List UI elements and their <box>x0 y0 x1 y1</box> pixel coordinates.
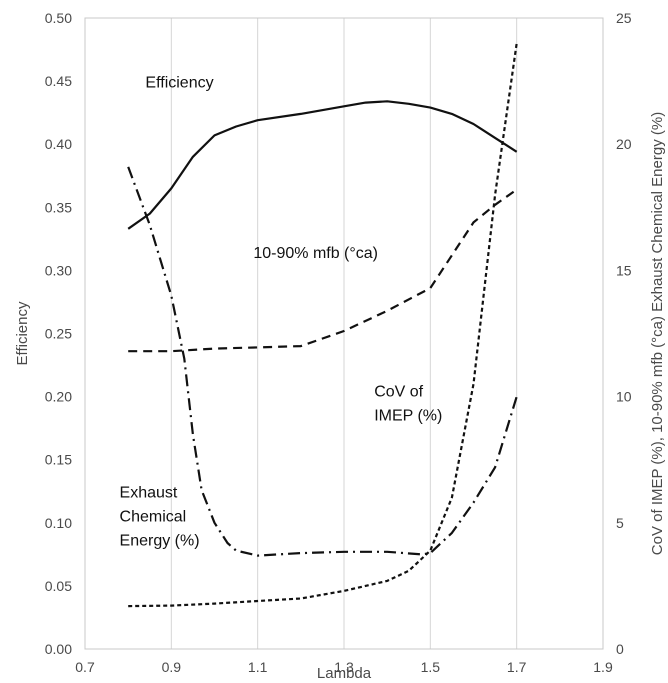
y2-tick-label: 15 <box>616 262 632 278</box>
annotation-3: Exhaust Chemical Energy (%) <box>120 485 200 550</box>
annotation-line: CoV of <box>374 384 423 401</box>
y-axis-title: Efficiency <box>14 301 31 365</box>
x-tick-label: 0.9 <box>162 659 182 675</box>
annotation-line: Exhaust <box>120 485 178 502</box>
axes <box>84 17 604 650</box>
y-tick-label: 0.30 <box>45 262 72 278</box>
annotation-line: Chemical <box>120 509 187 526</box>
y-tick-label: 0.15 <box>45 452 72 468</box>
y2-tick-label: 20 <box>616 136 632 152</box>
y2-axis-title: CoV of IMEP (%), 10-90% mfb (°ca) Exhaus… <box>649 112 666 555</box>
x-tick-label: 1.7 <box>507 659 527 675</box>
grid <box>170 18 518 649</box>
series-group <box>127 43 518 608</box>
y-tick-label: 0.05 <box>45 578 72 594</box>
y-tick-label: 0.10 <box>45 515 72 531</box>
series-line-0 <box>127 100 518 230</box>
annotation-line: Efficiency <box>145 74 213 91</box>
series-line-3 <box>127 166 518 557</box>
y-tick-label: 0.20 <box>45 389 72 405</box>
y-tick-label: 0.35 <box>45 199 72 215</box>
annotation-2: CoV of IMEP (%) <box>374 384 442 425</box>
y2-tick-label: 25 <box>616 10 632 26</box>
annotation-line: 10-90% mfb (°ca) <box>253 245 378 262</box>
x-tick-label: 1.9 <box>593 659 613 675</box>
y-tick-label: 0.00 <box>45 641 72 657</box>
y2-tick-label: 5 <box>616 515 624 531</box>
x-tick-label: 1.3 <box>334 659 354 675</box>
tick-labels: 0.7 0.9 1.1 1.3 1.5 1.7 1.9 0.00 0.05 0.10 0.15 0.2… <box>45 10 632 675</box>
y-tick-label: 0.50 <box>45 10 72 26</box>
x-tick-label: 1.5 <box>421 659 441 675</box>
plot-frame <box>84 17 604 650</box>
y2-tick-label: 0 <box>616 641 624 657</box>
y-tick-label: 0.25 <box>45 326 72 342</box>
x-tick-label: 1.1 <box>248 659 268 675</box>
series-line-2 <box>128 43 518 608</box>
annotation-1: 10-90% mfb (°ca) <box>253 245 378 262</box>
y-tick-label: 0.45 <box>45 73 72 89</box>
annotation-line: IMEP (%) <box>374 408 442 425</box>
annotations: Efficiency 10-90% mfb (°ca) CoV of IMEP (%)… <box>120 74 443 549</box>
annotation-line: Energy (%) <box>120 533 200 550</box>
y2-tick-label: 10 <box>616 389 632 405</box>
annotation-0: Efficiency <box>145 74 213 91</box>
y-tick-label: 0.40 <box>45 136 72 152</box>
series-line-1 <box>128 188 518 353</box>
x-tick-label: 0.7 <box>75 659 95 675</box>
x-axis-title: Lambda <box>317 665 372 682</box>
